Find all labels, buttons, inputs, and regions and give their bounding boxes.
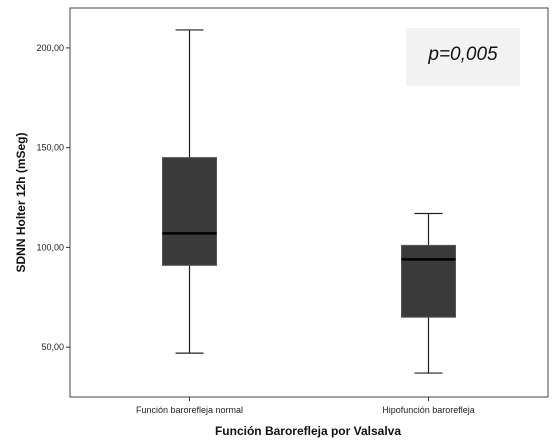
p-value-annotation: p=0,005 bbox=[406, 28, 520, 86]
y-axis-title: SDNN Holter 12h (mSeg) bbox=[14, 132, 28, 272]
x-category-label: Hipofunción barorefleja bbox=[382, 405, 475, 415]
box-plot bbox=[401, 212, 456, 374]
x-category-label: Función barorefleja normal bbox=[136, 405, 243, 415]
y-tick-label: 200,00 bbox=[36, 43, 64, 53]
box-plot bbox=[162, 29, 217, 354]
x-axis-title: Función Barorefleja por Valsalva bbox=[215, 424, 401, 438]
y-axis: 50,00 100,00 150,00 200,00 bbox=[36, 43, 70, 352]
y-tick-label: 50,00 bbox=[41, 342, 64, 352]
plot-frame bbox=[69, 7, 549, 398]
annotation-background bbox=[406, 28, 520, 86]
p-value-text: p=0,005 bbox=[427, 44, 498, 65]
y-tick-label: 150,00 bbox=[36, 143, 64, 153]
iqr-box bbox=[162, 157, 217, 266]
box-series bbox=[162, 29, 456, 374]
iqr-box bbox=[401, 244, 456, 318]
y-tick-label: 100,00 bbox=[36, 242, 64, 252]
x-axis: Función barorefleja normal Hipofunción ba… bbox=[136, 397, 475, 415]
